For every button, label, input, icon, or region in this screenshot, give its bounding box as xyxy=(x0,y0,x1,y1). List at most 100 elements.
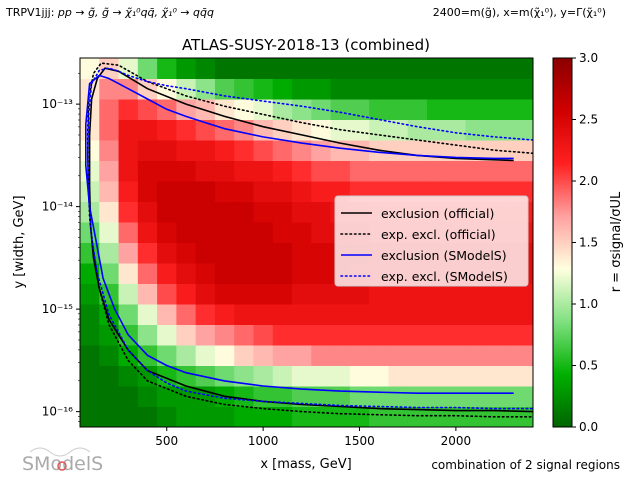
heatmap-cell xyxy=(407,99,428,120)
heatmap-cell xyxy=(195,324,216,346)
heatmap-cell xyxy=(523,119,533,141)
heatmap-cell xyxy=(272,304,293,325)
heatmap-cell xyxy=(80,283,100,305)
mass-info-label: 2400=m(g̃), x=m(χ̃₁⁰), y=Γ(χ̃₁⁰) xyxy=(433,6,606,19)
curve-exclusion-smodels xyxy=(85,74,514,394)
heatmap-cell xyxy=(234,386,254,407)
heatmap-cell xyxy=(157,58,177,79)
heatmap-cell xyxy=(176,181,197,202)
heatmap-cell xyxy=(330,140,351,161)
legend-label: exp. excl. (SModelS) xyxy=(381,269,508,284)
heatmap-cell xyxy=(195,365,216,387)
heatmap-cell xyxy=(388,324,409,346)
heatmap-cell xyxy=(369,99,389,120)
heatmap-cell xyxy=(118,263,139,284)
legend-label: exclusion (official) xyxy=(381,206,494,221)
heatmap-cell xyxy=(214,324,235,346)
heatmap-cell xyxy=(195,345,216,366)
heatmap-cell xyxy=(234,78,254,100)
heatmap-cell xyxy=(311,242,332,264)
heatmap-cell xyxy=(214,365,235,387)
heatmap-cell xyxy=(407,119,428,141)
heatmap-cell xyxy=(137,181,158,202)
heatmap-cell xyxy=(484,58,505,79)
heatmap-cell xyxy=(330,345,351,366)
heatmap-cell xyxy=(311,406,332,427)
heatmap-cell xyxy=(272,242,293,264)
heatmap-cell xyxy=(80,345,100,366)
heatmap-cell xyxy=(234,119,254,141)
heatmap-cell xyxy=(80,58,100,79)
heatmap-cell xyxy=(311,140,332,161)
heatmap-cell xyxy=(369,386,389,407)
heatmap-cell xyxy=(214,58,235,79)
heatmap-cell xyxy=(99,406,120,427)
heatmap-cell xyxy=(214,283,235,305)
heatmap-cell xyxy=(349,365,370,387)
heatmap-cell xyxy=(214,181,235,202)
heatmap-cell xyxy=(253,181,274,202)
heatmap-cell xyxy=(118,119,139,141)
colorbar-tick-label: 0.0 xyxy=(579,420,598,434)
heatmap-cell xyxy=(330,58,351,79)
heatmap-cell xyxy=(118,181,139,202)
heatmap-cell xyxy=(311,99,332,120)
heatmap-cell xyxy=(311,201,332,223)
legend: exclusion (official) exp. excl. (official… xyxy=(334,195,529,287)
heatmap-cell xyxy=(292,119,312,141)
heatmap-cell xyxy=(118,140,139,161)
heatmap-cell xyxy=(388,304,409,325)
heatmap-cell xyxy=(388,99,409,120)
heatmap-cell xyxy=(292,365,312,387)
heatmap-cell xyxy=(99,242,120,264)
heatmap-cell xyxy=(465,304,486,325)
y-tick-label: 10⁻¹⁶ xyxy=(42,405,73,419)
heatmap-cell xyxy=(272,181,293,202)
heatmap-cell xyxy=(311,365,332,387)
heatmap-cell xyxy=(137,119,158,141)
heatmap-cell xyxy=(157,406,177,427)
heatmap-cell xyxy=(118,222,139,243)
heatmap-cell xyxy=(253,345,274,366)
heatmap-cell xyxy=(99,201,120,223)
heatmap-cell xyxy=(388,160,409,182)
heatmap-cell xyxy=(349,304,370,325)
heatmap-cell xyxy=(253,283,274,305)
colorbar-tick-label: 1.0 xyxy=(579,297,598,311)
heatmap-cell xyxy=(157,160,177,182)
heatmap-cell xyxy=(523,345,533,366)
heatmap-cell xyxy=(369,160,389,182)
heatmap-cell xyxy=(195,160,216,182)
heatmap-cell xyxy=(234,345,254,366)
heatmap-cell xyxy=(504,78,524,100)
process-label: TRPV1jjj: pp → g̃, g̃ → χ̃₁⁰qq̄, χ̃₁⁰ → … xyxy=(5,6,214,19)
y-tick-label: 10⁻¹⁴ xyxy=(42,200,73,214)
heatmap-cell xyxy=(214,222,235,243)
heatmap-cell xyxy=(407,160,428,182)
heatmap-cell xyxy=(272,324,293,346)
heatmap-cell xyxy=(292,181,312,202)
heatmap-cell xyxy=(176,324,197,346)
heatmap-cell xyxy=(195,406,216,427)
heatmap-cell xyxy=(137,58,158,79)
heatmap-cell xyxy=(504,99,524,120)
heatmap-cell xyxy=(157,181,177,202)
heatmap-cell xyxy=(137,242,158,264)
heatmap-cell xyxy=(253,201,274,223)
heatmap-cell xyxy=(388,140,409,161)
heatmap-cell xyxy=(214,140,235,161)
heatmap-cell xyxy=(504,283,524,305)
heatmap-cell xyxy=(523,78,533,100)
heatmap-cell xyxy=(349,58,370,79)
heatmap-cell xyxy=(446,58,467,79)
heatmap-cell xyxy=(214,406,235,427)
heatmap-cell xyxy=(234,140,254,161)
heatmap-cell xyxy=(157,283,177,305)
heatmap-cell xyxy=(176,242,197,264)
heatmap-cell xyxy=(465,78,486,100)
heatmap-cell xyxy=(369,304,389,325)
heatmap-cell xyxy=(214,345,235,366)
heatmap-cell xyxy=(407,58,428,79)
heatmap-cell xyxy=(484,365,505,387)
heatmap-cell xyxy=(523,283,533,305)
